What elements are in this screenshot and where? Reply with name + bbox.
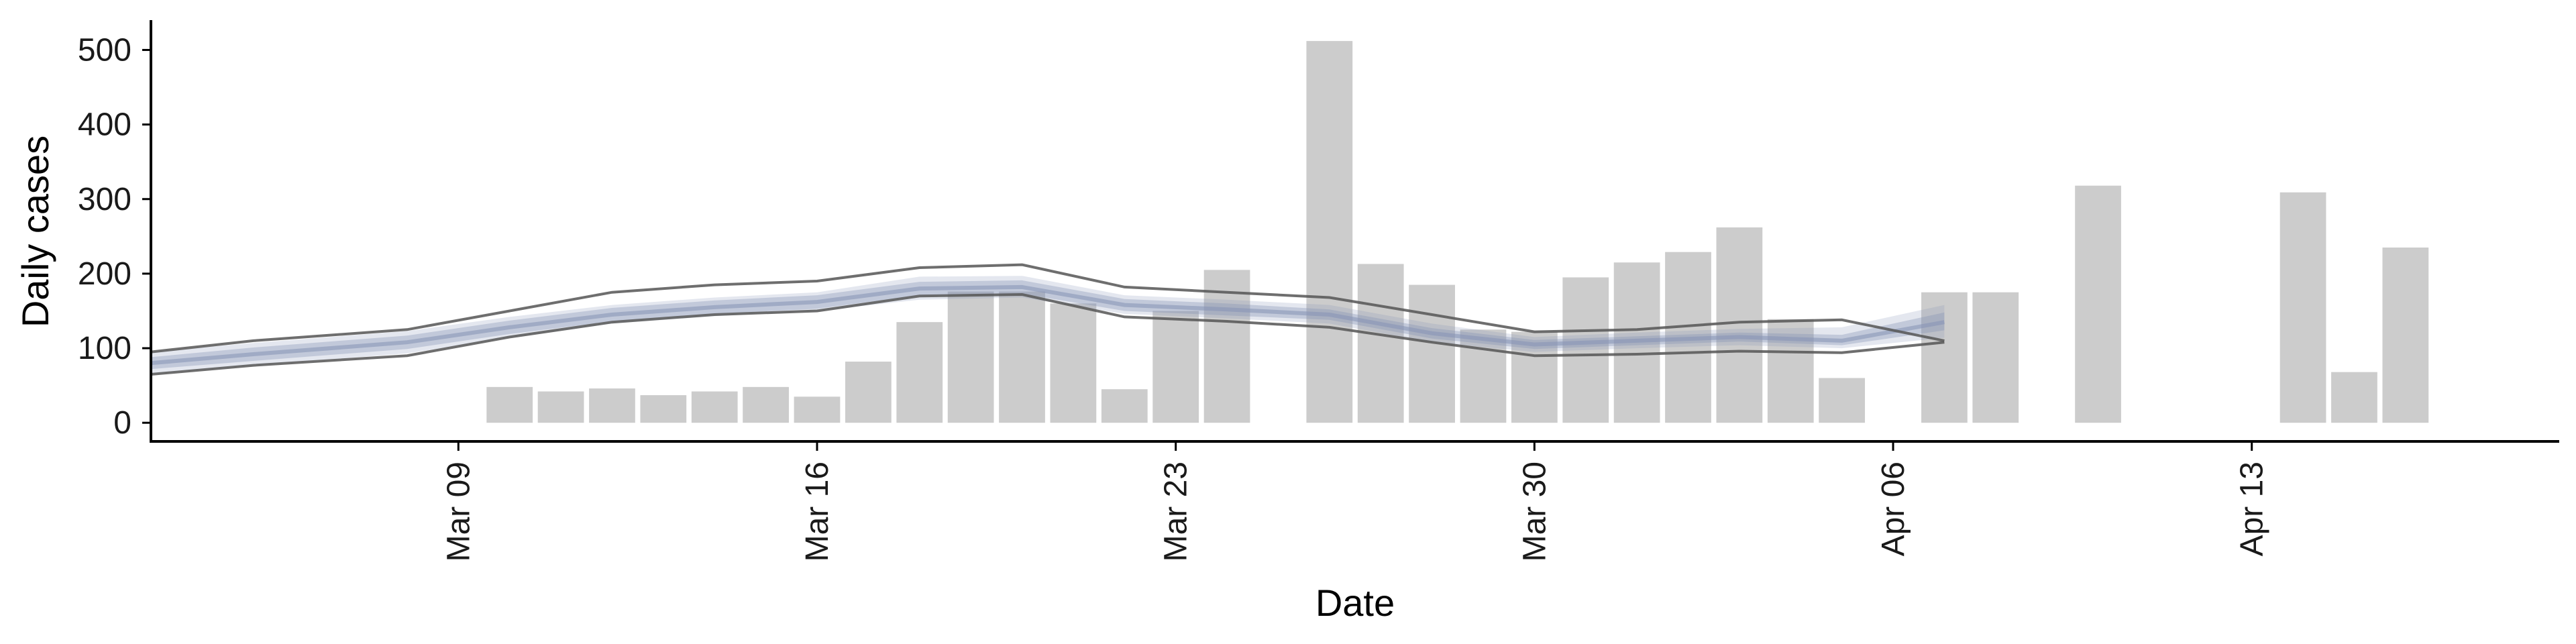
bar [2382,248,2429,423]
x-tick-label: Mar 30 [1517,462,1552,561]
y-tick-label: 200 [78,256,131,292]
bar [2075,185,2121,423]
bar [1152,311,1199,423]
bar [1203,270,1250,423]
reference-lower-line [150,292,1945,376]
estimate-outer-band-area [151,276,1945,374]
bar [845,362,892,423]
bar [589,388,635,423]
x-tick-label: Apr 13 [2235,462,2270,556]
y-tick-label: 400 [78,107,131,143]
bar [691,391,738,423]
y-tick-label: 500 [78,32,131,68]
x-axis-title: Date [1316,582,1395,624]
estimate-median-line [150,284,1945,366]
y-axis-ticks: 0 100 200 300 400 500 [78,32,151,441]
bar [1972,292,2019,423]
bar [999,291,1045,423]
bar [1562,277,1609,423]
bar [1921,292,1968,423]
bar [486,386,533,423]
x-tick-label: Mar 23 [1159,462,1194,561]
bar [1357,264,1404,423]
y-tick-label: 300 [78,182,131,217]
reference-upper-line [150,263,1945,354]
bar [640,395,687,423]
plot-area [150,41,2429,423]
bar [947,291,994,423]
bar [743,386,789,423]
bar [2331,372,2377,423]
bar [537,391,584,423]
y-axis-title: Daily cases [14,136,56,327]
bar [896,322,943,423]
x-tick-label: Mar 09 [441,462,476,561]
reference-band-lines [150,263,1945,376]
x-axis-ticks: Mar 09 Mar 16 Mar 23 Mar 30 Apr 06 Apr 13 [441,441,2270,561]
bar-series [486,41,2429,423]
bar [1819,378,1866,423]
y-tick-label: 100 [78,331,131,366]
bar [1460,329,1507,423]
estimate-median [150,284,1945,366]
estimate-inner-band-area [151,280,1945,370]
bar [794,396,841,423]
x-tick-label: Apr 06 [1876,462,1911,556]
bar [1511,331,1558,423]
bar [2279,192,2326,423]
estimate-inner-band [151,280,1945,370]
bar [1409,284,1455,423]
x-tick-label: Mar 16 [800,462,835,561]
bar [1101,389,1148,423]
estimate-outer-band [151,276,1945,374]
bar [1306,41,1353,423]
bar [1050,303,1097,423]
axes: 0 100 200 300 400 500 Mar 09 Mar 16 Mar 23 Mar 3… [78,20,2559,561]
y-tick-label: 0 [113,405,131,441]
bar [1716,227,1763,423]
